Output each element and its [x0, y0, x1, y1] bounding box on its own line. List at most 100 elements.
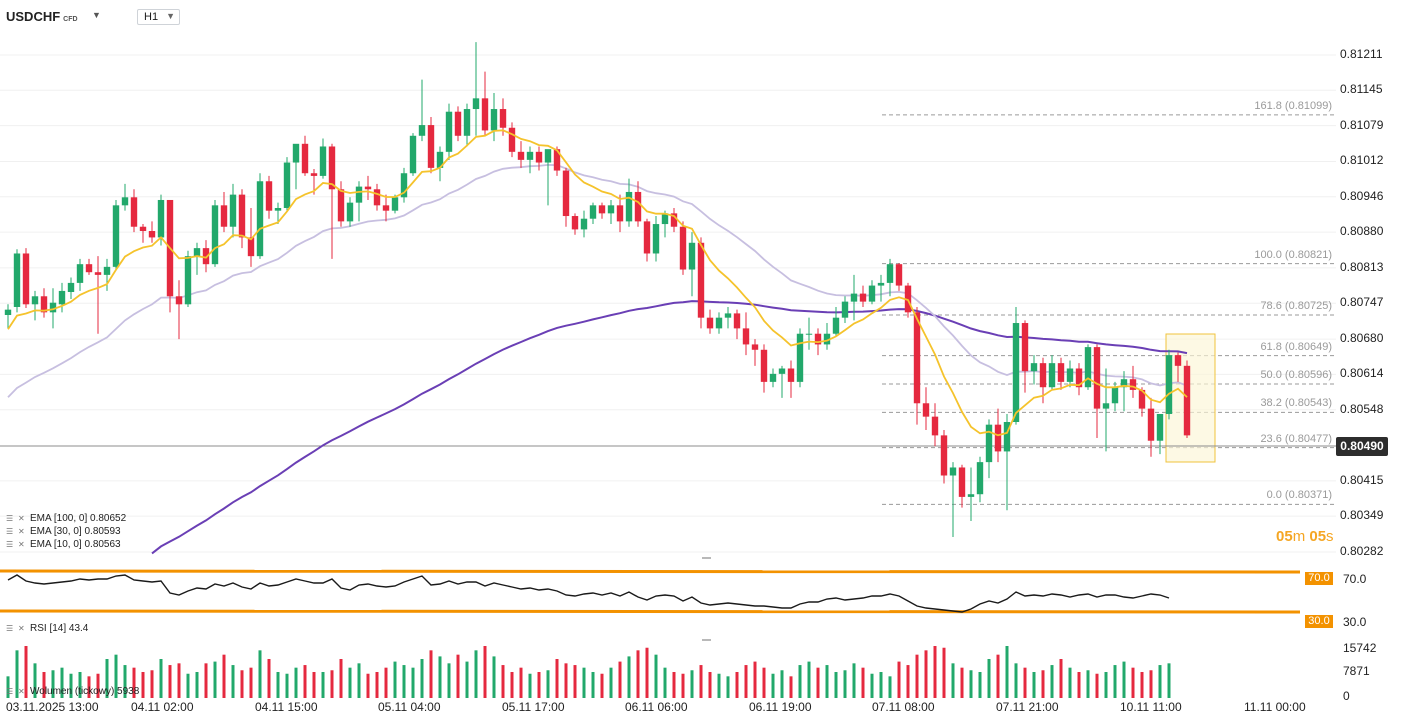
volume-bar [150, 670, 154, 698]
candle-body [643, 221, 651, 254]
legend-rsi[interactable]: ☰ ✕ RSI [14] 43.4 [6, 623, 89, 634]
volume-bar [1014, 663, 1018, 698]
settings-icon[interactable]: ☰ [6, 686, 14, 696]
candle-body [1147, 408, 1155, 441]
candle-body [247, 237, 255, 257]
candle-body [994, 424, 1002, 452]
candle-body [490, 109, 498, 131]
candle-body [931, 416, 939, 436]
candle-body [256, 181, 264, 257]
candle-body [184, 256, 192, 305]
candle-body [103, 266, 111, 275]
volume-bar [24, 646, 28, 698]
panel-resize-handle[interactable] [702, 639, 711, 641]
volume-bar [1050, 665, 1054, 698]
candle-body [832, 317, 840, 334]
candle-body [742, 328, 750, 345]
candle-body [22, 253, 30, 305]
candle-body [229, 194, 237, 227]
volume-bar [294, 667, 298, 698]
candle-body [301, 143, 309, 174]
settings-icon[interactable]: ☰ [6, 513, 14, 523]
close-icon[interactable]: ✕ [18, 526, 25, 536]
legend-ema100[interactable]: ☰ ✕ EMA [100, 0] 0.80652 [6, 513, 127, 524]
candle-body [310, 173, 318, 176]
legend-volume[interactable]: ☰ ✕ Wolumen (tickowy) 5938 [6, 686, 140, 697]
legend-ema10[interactable]: ☰ ✕ EMA [10, 0] 0.80563 [6, 539, 121, 550]
volume-bar [393, 661, 397, 698]
candle-body [58, 290, 66, 305]
candle-body [625, 191, 633, 222]
candle-body [544, 149, 552, 163]
volume-bar [402, 665, 406, 698]
volume-bar [366, 673, 370, 698]
close-icon[interactable]: ✕ [18, 623, 25, 633]
candle-body [1039, 363, 1047, 388]
volume-axis-max: 15742 [1343, 641, 1377, 655]
candle-body [499, 109, 507, 128]
candle-body [841, 301, 849, 318]
candle-body [733, 313, 741, 329]
volume-bar [168, 665, 172, 698]
price-tick: 0.80548 [1340, 401, 1384, 416]
candle-body [1048, 363, 1056, 388]
candle-body [1021, 323, 1029, 372]
candle-body [1093, 347, 1101, 409]
volume-bar [618, 661, 622, 698]
candle-body [1120, 379, 1128, 388]
volume-bar [726, 676, 730, 698]
volume-bar [420, 659, 424, 698]
volume-bar [564, 663, 568, 698]
time-tick: 05.11 17:00 [502, 700, 565, 714]
candle-body [364, 186, 372, 190]
close-icon[interactable]: ✕ [18, 513, 25, 523]
candle-body [913, 312, 921, 404]
symbol-selector[interactable]: USDCHF CFD [6, 9, 78, 24]
legend-ema30[interactable]: ☰ ✕ EMA [30, 0] 0.80593 [6, 526, 121, 537]
volume-bar [1167, 663, 1171, 698]
symbol-tag: CFD [63, 16, 78, 23]
candle-body [31, 296, 39, 305]
close-icon[interactable]: ✕ [18, 539, 25, 549]
volume-bar [708, 672, 712, 698]
volume-bar [1104, 672, 1108, 698]
price-tick: 0.80415 [1340, 472, 1384, 487]
time-tick: 07.11 21:00 [996, 700, 1059, 714]
candle-body [1138, 389, 1146, 409]
volume-bar [861, 667, 865, 698]
panel-resize-handle[interactable] [702, 557, 711, 559]
volume-bar [321, 672, 325, 698]
chevron-down-icon[interactable]: ▼ [92, 10, 101, 20]
volume-bar [15, 650, 19, 698]
volume-bar [231, 665, 235, 698]
candle-body [373, 189, 381, 206]
time-tick: 04.11 02:00 [131, 700, 194, 714]
candle-body [715, 317, 723, 329]
settings-icon[interactable]: ☰ [6, 539, 14, 549]
price-tick: 0.81079 [1340, 117, 1384, 132]
candle-body [418, 125, 426, 136]
settings-icon[interactable]: ☰ [6, 623, 14, 633]
volume-bar [654, 654, 658, 698]
close-icon[interactable]: ✕ [18, 686, 25, 696]
volume-bar [717, 673, 721, 698]
timeframe-select[interactable]: H1 ▼ [137, 9, 180, 25]
rsi-lower-band [0, 609, 1301, 614]
candle-body [796, 333, 804, 382]
volume-bar [1122, 661, 1126, 698]
volume-bar [762, 667, 766, 698]
volume-bar [438, 656, 442, 698]
fib-level-label: 0.0 (0.80371) [1266, 489, 1332, 502]
volume-bar [1005, 646, 1009, 698]
settings-icon[interactable]: ☰ [6, 526, 14, 536]
fib-level-label: 78.6 (0.80725) [1260, 300, 1332, 312]
volume-bar [474, 650, 478, 698]
fib-level-label: 50.0 (0.80596) [1260, 369, 1332, 381]
volume-bar [834, 672, 838, 698]
volume-bar [123, 665, 127, 698]
price-tick: 0.80880 [1340, 224, 1384, 239]
candle-body [139, 226, 147, 232]
candle-body [904, 285, 912, 313]
time-tick: 11.11 00:00 [1244, 700, 1306, 714]
